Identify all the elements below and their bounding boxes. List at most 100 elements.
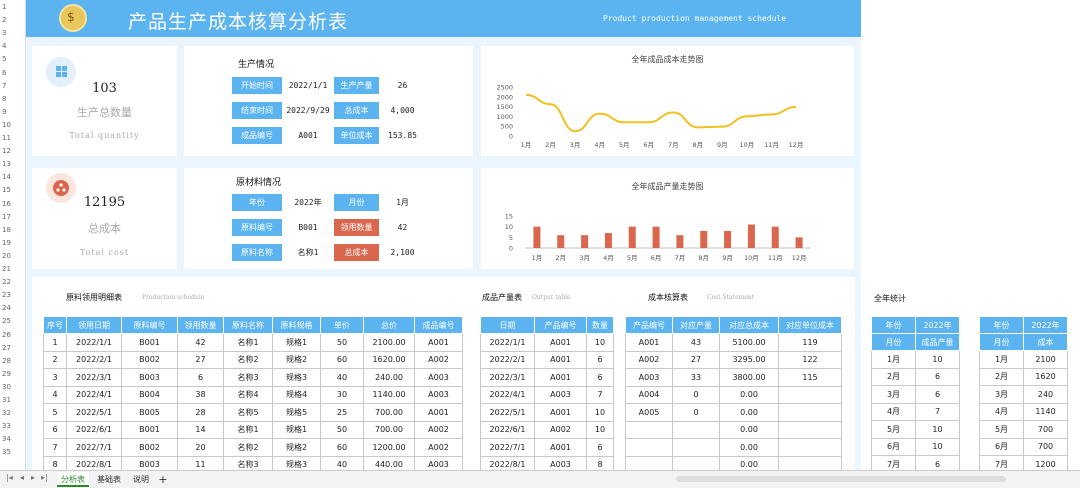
column-header[interactable]: 原料名称 (223, 316, 273, 334)
table-cell[interactable]: 2月 (871, 367, 916, 386)
table-cell[interactable]: 8 (586, 455, 614, 474)
column-header[interactable]: 成本 (1023, 333, 1068, 351)
table-cell[interactable]: A001 (534, 333, 587, 352)
last-sheet-icon[interactable]: ▸| (41, 473, 48, 482)
table-cell[interactable]: 规格5 (272, 403, 321, 422)
table-cell[interactable]: A001 (534, 438, 587, 457)
first-sheet-icon[interactable]: |◂ (6, 473, 13, 482)
table-cell[interactable]: 5月 (979, 420, 1024, 439)
table-cell[interactable]: 27 (177, 350, 224, 369)
table-cell[interactable]: 2022/2/1 (480, 350, 535, 369)
table-cell[interactable]: 240.00 (363, 368, 415, 387)
table-cell[interactable]: 6月 (871, 437, 916, 456)
table-cell[interactable]: 3月 (979, 385, 1024, 404)
row-number[interactable]: 32 (2, 409, 11, 418)
table-cell[interactable]: 2022/5/1 (66, 403, 122, 422)
table-cell[interactable]: A001 (534, 368, 587, 387)
table-cell[interactable]: 42 (177, 333, 224, 352)
production-qty-value[interactable]: 26 (397, 81, 408, 90)
row-number[interactable]: 30 (2, 382, 11, 391)
column-header[interactable]: 总价 (363, 316, 415, 334)
table-cell[interactable]: 10 (586, 420, 614, 439)
end-time-value[interactable]: 2022/9/29 (286, 106, 330, 115)
column-header[interactable]: 领用数量 (177, 316, 224, 334)
table-cell[interactable]: 30 (320, 385, 364, 404)
table-cell[interactable]: 700 (1023, 420, 1068, 439)
table-cell[interactable]: 10 (915, 437, 960, 456)
sheet-area[interactable]: $ 产品生产成本核算分析表 Product production managem… (26, 0, 1080, 474)
table-cell[interactable]: 4月 (871, 402, 916, 421)
use-qty-value[interactable]: 42 (397, 223, 408, 232)
material-cost-value[interactable]: 2,100 (390, 248, 415, 257)
table-cell[interactable]: 名称4 (223, 385, 273, 404)
table-cell[interactable]: 2022/7/1 (66, 438, 122, 457)
table-cell[interactable]: B004 (121, 385, 178, 404)
table-cell[interactable]: 3 (43, 368, 67, 387)
row-number[interactable]: 12 (2, 147, 11, 156)
table-cell[interactable]: 2100 (1023, 350, 1068, 369)
row-number[interactable]: 8 (2, 94, 7, 103)
output-trend-chart[interactable]: 全年成品产量走势图 15 10 5 0 1月 2月 3月 4月 5月 6月 7月 8月 9月 10月 11月… (481, 168, 854, 269)
table-cell[interactable]: 1 (43, 333, 67, 352)
column-header[interactable]: 产品编号 (625, 316, 673, 334)
horizontal-scrollbar[interactable] (676, 476, 1006, 482)
row-number[interactable]: 24 (2, 304, 11, 313)
table-cell[interactable]: 0.00 (719, 403, 779, 422)
row-number[interactable]: 14 (2, 173, 11, 182)
start-time-value[interactable]: 2022/1/1 (288, 81, 328, 90)
column-header[interactable]: 数量 (586, 316, 614, 334)
table-cell[interactable]: 10 (586, 333, 614, 352)
total-cost-value[interactable]: 4,000 (390, 106, 415, 115)
table-cell[interactable]: 7 (586, 385, 614, 404)
table-cell[interactable]: 2022/7/1 (480, 438, 535, 457)
table-cell[interactable]: 20 (177, 438, 224, 457)
table-cell[interactable]: 0 (672, 385, 720, 404)
table-cell[interactable]: 1140 (1023, 402, 1068, 421)
table-cell[interactable]: 规格3 (272, 368, 321, 387)
column-header[interactable]: 日期 (480, 316, 535, 334)
table-cell[interactable]: 0.00 (719, 385, 779, 404)
row-number[interactable]: 33 (2, 422, 11, 431)
row-number[interactable]: 27 (2, 343, 11, 352)
table-cell[interactable]: 122 (778, 350, 842, 369)
column-header[interactable]: 月份 (979, 333, 1024, 351)
table-cell[interactable]: A002 (534, 420, 587, 439)
table-cell[interactable]: 25 (320, 403, 364, 422)
table-cell[interactable]: 6 (915, 367, 960, 386)
table-cell[interactable]: 10 (915, 420, 960, 439)
row-number[interactable]: 6 (2, 68, 7, 77)
table-cell[interactable]: 5 (43, 403, 67, 422)
table-cell[interactable]: 4 (43, 385, 67, 404)
table-cell[interactable]: 0.00 (719, 420, 779, 439)
row-number[interactable]: 5 (2, 55, 7, 64)
row-number[interactable]: 29 (2, 369, 11, 378)
row-number[interactable]: 25 (2, 317, 11, 326)
table-cell[interactable]: 700 (1023, 437, 1068, 456)
table-cell[interactable]: 115 (778, 368, 842, 387)
table-cell[interactable]: 名称5 (223, 403, 273, 422)
table-cell[interactable]: 5月 (871, 420, 916, 439)
table-cell[interactable]: 名称2 (223, 438, 273, 457)
table-cell[interactable] (778, 438, 842, 457)
table-cell[interactable]: A001 (414, 333, 463, 352)
table-cell[interactable]: 0 (672, 403, 720, 422)
table-cell[interactable]: 6月 (979, 437, 1024, 456)
table-cell[interactable]: 1月 (979, 350, 1024, 369)
column-header[interactable]: 月份 (871, 333, 916, 351)
table-cell[interactable]: 33 (672, 368, 720, 387)
column-header[interactable]: 对应总成本 (719, 316, 779, 334)
table-cell[interactable]: A002 (625, 350, 673, 369)
column-header[interactable]: 成品编号 (414, 316, 463, 334)
column-header[interactable]: 序号 (43, 316, 67, 334)
column-header[interactable]: 对应产量 (672, 316, 720, 334)
table-cell[interactable]: A003 (414, 385, 463, 404)
table-cell[interactable]: 2022/4/1 (66, 385, 122, 404)
row-number[interactable]: 15 (2, 186, 11, 195)
row-number[interactable]: 23 (2, 291, 11, 300)
table-cell[interactable]: A003 (534, 385, 587, 404)
table-cell[interactable]: A001 (534, 350, 587, 369)
column-header[interactable]: 年份 (979, 316, 1024, 334)
table-cell[interactable]: 43 (672, 333, 720, 352)
row-number[interactable]: 26 (2, 330, 11, 339)
table-cell[interactable]: 2022/6/1 (66, 420, 122, 439)
